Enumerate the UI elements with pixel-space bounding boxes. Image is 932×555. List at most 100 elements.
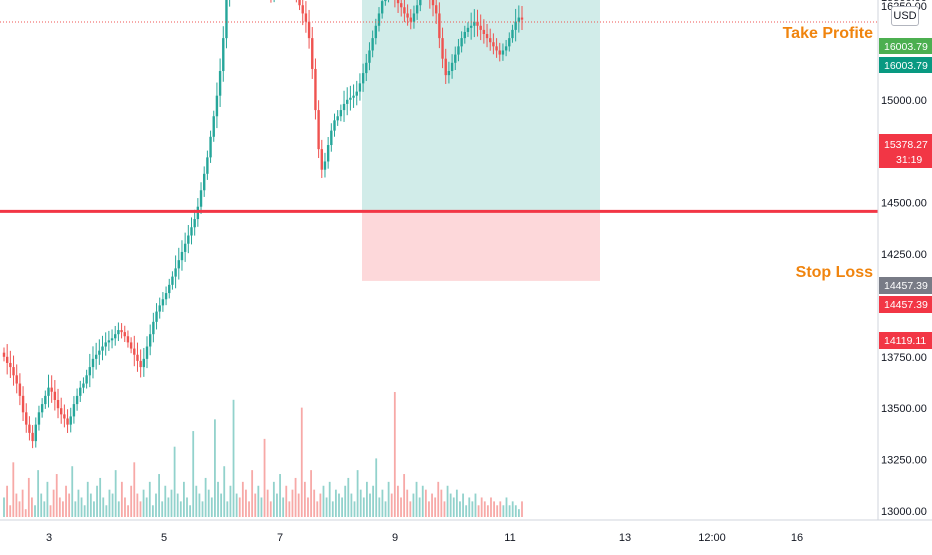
volume-bar (480, 497, 483, 517)
candle (94, 342, 98, 370)
take-profit-line-tag: 16003.79 (879, 38, 932, 54)
candle (168, 278, 171, 299)
volume-bar (183, 481, 185, 517)
volume-bar (24, 509, 27, 517)
candle (174, 255, 177, 289)
volume-bar (124, 497, 126, 517)
volume-bar (130, 485, 133, 517)
volume-bar (248, 501, 250, 517)
candle (304, 1, 308, 33)
volume-bar (369, 493, 371, 517)
volume-bar (254, 493, 257, 517)
volume-bar (31, 497, 33, 517)
volume-bar (428, 501, 430, 517)
stop-loss-label[interactable]: Stop Loss (796, 264, 873, 281)
candle (394, 0, 396, 8)
volume-bar (508, 505, 511, 517)
volume-bar (15, 493, 18, 517)
candle (314, 58, 317, 120)
candle (34, 417, 37, 448)
volume-bar (9, 505, 12, 517)
loss-zone[interactable] (362, 211, 600, 281)
volume-bar (514, 505, 517, 517)
candle (155, 303, 158, 330)
candle (346, 87, 349, 116)
take-profit-box-tag: 16003.79 (879, 57, 932, 73)
candle (69, 407, 72, 433)
candle (18, 373, 22, 406)
volume-bar (86, 481, 89, 517)
volume-bar (34, 505, 36, 517)
candle (79, 380, 82, 402)
volume-bar (493, 501, 495, 517)
volume-bar (347, 477, 350, 517)
volume-bar (111, 493, 114, 517)
volume-bar (46, 481, 49, 517)
volume-bar (229, 485, 232, 517)
volume-bar (58, 497, 61, 517)
candle (489, 28, 492, 51)
candle (508, 32, 511, 52)
volume-bar (331, 501, 334, 517)
volume-bar (282, 497, 285, 517)
candle (495, 38, 498, 58)
candle (374, 18, 378, 45)
time-tick-label: 11 (504, 532, 515, 544)
volume-bar (300, 407, 303, 517)
candle (412, 5, 416, 29)
volume-bar (486, 505, 489, 517)
candle (139, 349, 142, 378)
candle (225, 0, 228, 49)
volume-bar (313, 489, 316, 517)
volume-bar (55, 474, 58, 517)
volume-bar (83, 505, 86, 517)
volume-bar (217, 481, 219, 517)
candle (107, 330, 111, 351)
candle (129, 337, 133, 354)
price-axis-panel[interactable] (878, 0, 932, 520)
price-tick-label: 13000.00 (881, 506, 927, 518)
candle (466, 22, 470, 37)
candle (123, 325, 126, 342)
volume-bar (455, 489, 458, 517)
candle (339, 104, 343, 122)
volume-bar (344, 485, 347, 517)
volume-bar (316, 501, 319, 517)
candle (320, 139, 323, 179)
volume-bar (43, 501, 46, 517)
candle (2, 347, 6, 362)
candle (85, 369, 88, 389)
candle (273, 0, 275, 3)
candle (396, 0, 400, 13)
candle (295, 0, 297, 3)
volume-bar (393, 392, 396, 517)
volume-bar (148, 481, 151, 517)
candle (336, 110, 339, 126)
candle (403, 0, 406, 23)
candle (209, 130, 212, 163)
volume-bar (167, 497, 170, 517)
candle (450, 54, 454, 79)
candle (429, 0, 431, 9)
time-tick-label: 5 (161, 532, 167, 544)
candle (520, 6, 524, 30)
candle (158, 297, 161, 319)
candle (60, 397, 63, 424)
candle (371, 30, 374, 58)
candle (101, 335, 104, 361)
take-profit-label[interactable]: Take Profite (783, 25, 874, 42)
candle (473, 9, 476, 38)
volume-bar (474, 493, 477, 517)
candle (342, 90, 346, 122)
candle (142, 347, 146, 377)
volume-bar (511, 501, 514, 517)
volume-bar (499, 501, 502, 517)
time-tick-label: 13 (619, 532, 631, 544)
candle (110, 329, 114, 349)
volume-bar (37, 470, 40, 517)
candle (120, 323, 123, 339)
volume-bar (52, 489, 55, 517)
currency-button[interactable]: USD (891, 6, 919, 26)
